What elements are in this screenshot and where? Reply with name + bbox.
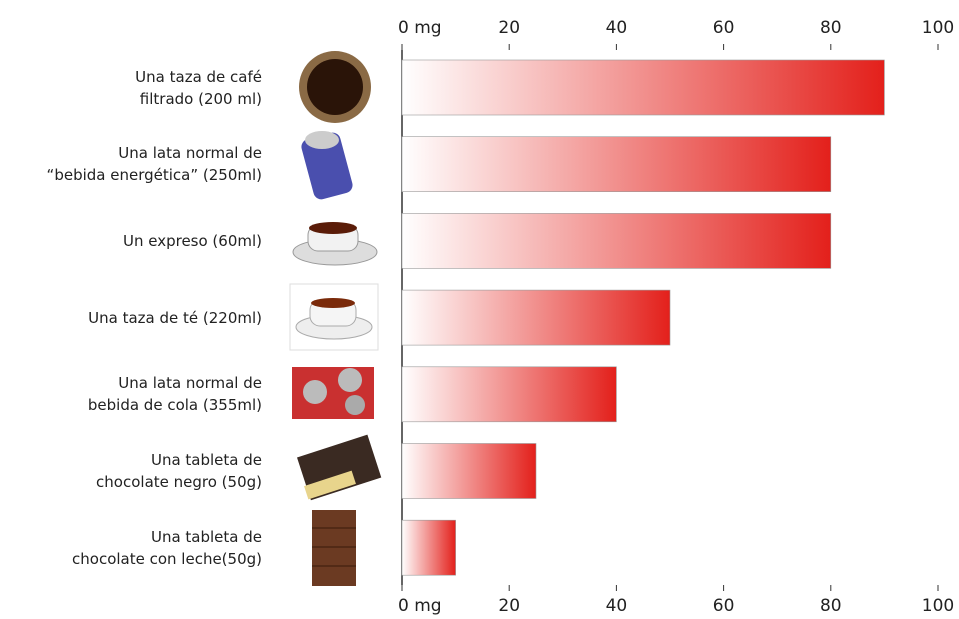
- x-tick-label-top: 80: [820, 18, 842, 38]
- x-tick-label-top: 0 mg: [398, 18, 442, 38]
- icons: [289, 51, 382, 586]
- category-label: Una tableta de chocolate con leche(50g): [72, 527, 262, 568]
- category-label: Una taza de té (220ml): [88, 308, 262, 327]
- x-tick-label-bottom: 40: [606, 596, 628, 616]
- x-tick-label-bottom: 60: [713, 596, 735, 616]
- x-tick-label-top: 60: [713, 18, 735, 38]
- bar: [401, 289, 671, 346]
- category-label: Una taza de café filtrado (200 ml): [135, 67, 262, 108]
- dark-chocolate-icon: [297, 434, 382, 501]
- x-tick-label-top: 40: [606, 18, 628, 38]
- cola-cans-icon: [292, 367, 374, 419]
- x-tick-label-bottom: 100: [922, 596, 954, 616]
- category-label: Una lata normal de “bebida energética” (…: [46, 144, 262, 185]
- bar: [401, 59, 885, 116]
- milk-chocolate-icon: [312, 510, 356, 586]
- x-tick-label-top: 20: [498, 18, 520, 38]
- bar: [401, 213, 832, 269]
- x-tick-label-top: 100: [922, 18, 954, 38]
- category-label: Una tableta de chocolate negro (50g): [96, 451, 262, 491]
- bar: [401, 136, 832, 192]
- energy-can-icon: [301, 131, 353, 200]
- x-tick-label-bottom: 0 mg: [398, 596, 442, 616]
- icon-frame: [289, 283, 379, 351]
- x-tick-label-bottom: 80: [820, 596, 842, 616]
- bar: [401, 443, 537, 499]
- espresso-icon: [292, 222, 378, 266]
- bar: [401, 366, 617, 423]
- bar: [401, 519, 456, 576]
- x-tick-label-bottom: 20: [498, 596, 520, 616]
- coffee-icon: [299, 51, 371, 123]
- category-label: Una lata normal de bebida de cola (355ml…: [87, 374, 262, 415]
- category-label: Un expreso (60ml): [122, 231, 262, 250]
- tea-icon: [295, 298, 373, 340]
